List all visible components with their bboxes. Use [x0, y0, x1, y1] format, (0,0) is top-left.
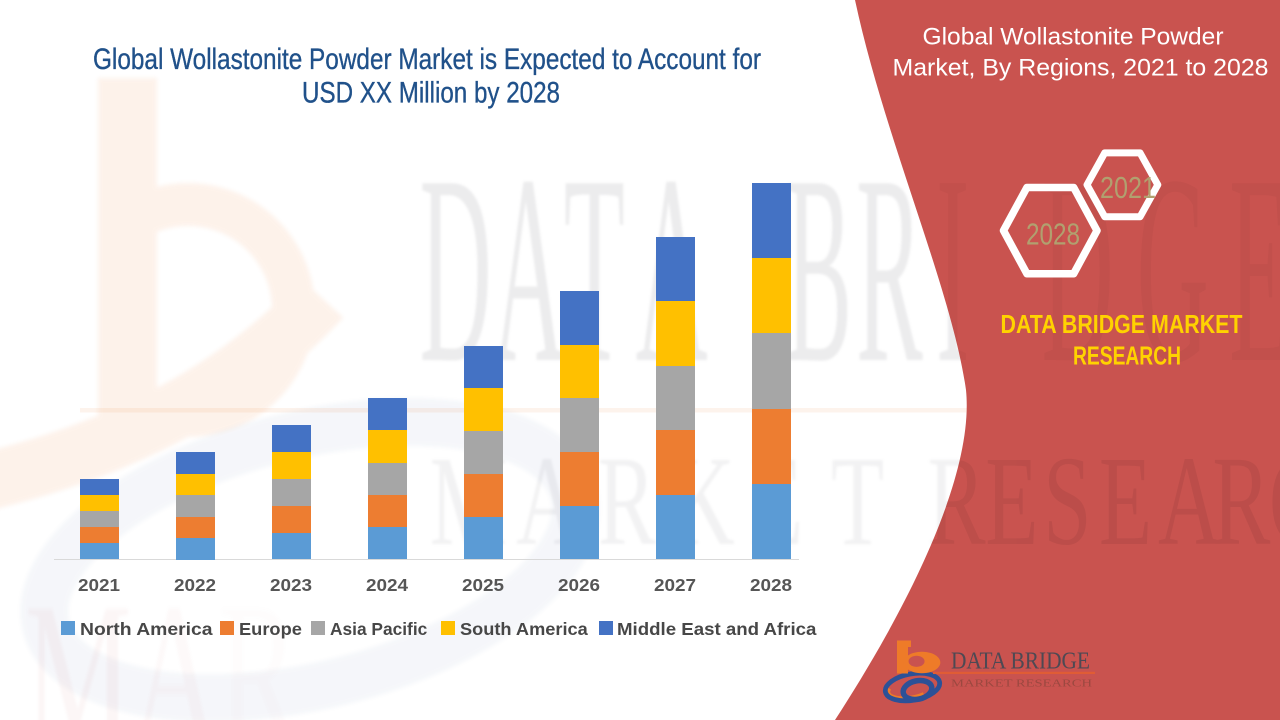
- svg-text:Global Wollastonite Powder Mar: Global Wollastonite Powder Market is Exp…: [93, 43, 761, 76]
- svg-text:RESEARCH: RESEARCH: [1073, 341, 1181, 371]
- svg-text:USD XX Million by 2028: USD XX Million by 2028: [302, 77, 560, 110]
- svg-text:DATA BRIDGE: DATA BRIDGE: [951, 649, 1090, 675]
- svg-text:2021: 2021: [1100, 171, 1156, 205]
- svg-text:MAR: MAR: [25, 562, 298, 720]
- svg-text:Global Wollastonite Powder: Global Wollastonite Powder: [923, 24, 1224, 51]
- svg-text:2028: 2028: [1026, 218, 1080, 252]
- svg-text:Market, By Regions, 2021 to 20: Market, By Regions, 2021 to 2028: [893, 55, 1269, 82]
- svg-text:MARKET RESEARCH: MARKET RESEARCH: [951, 679, 1093, 690]
- svg-text:DATA BRIDGE MARKET: DATA BRIDGE MARKET: [1001, 309, 1243, 339]
